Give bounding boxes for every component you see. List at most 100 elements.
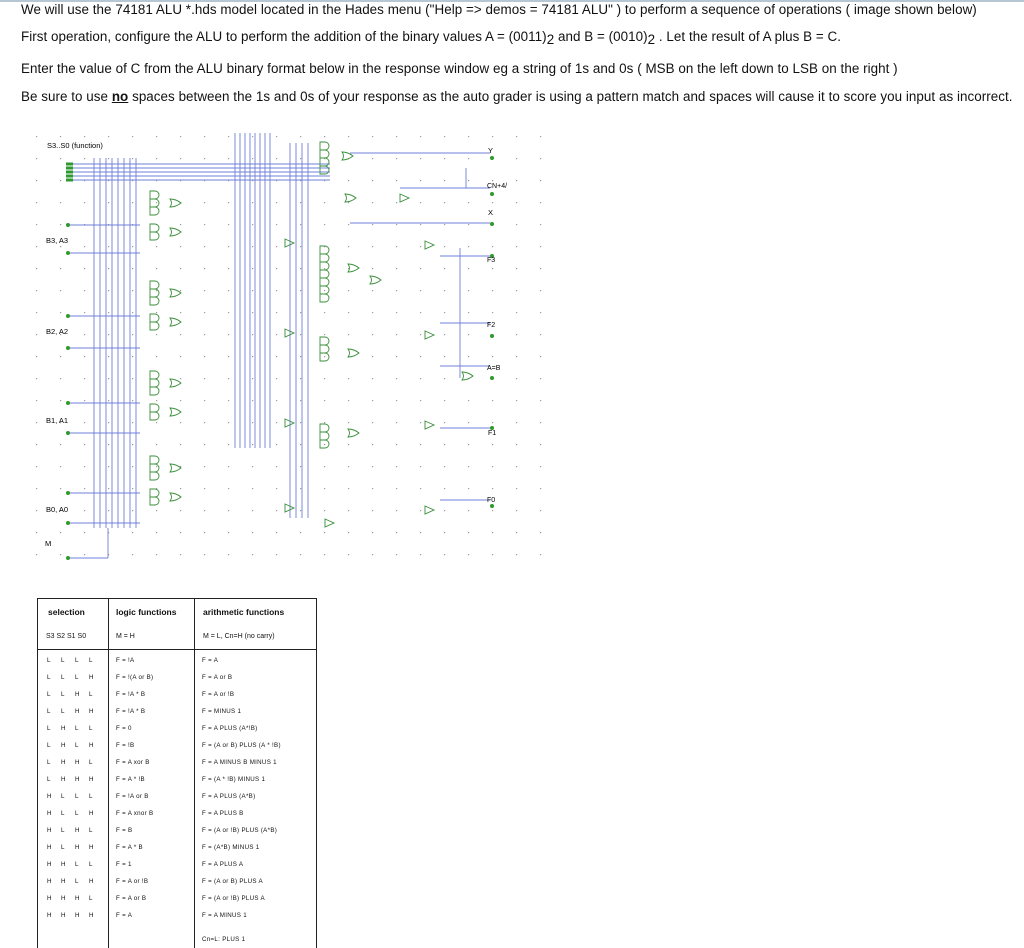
grid-dot: [36, 268, 38, 270]
grid-dot: [84, 246, 86, 248]
and-gate: [149, 370, 160, 380]
grid-dot: [84, 488, 86, 490]
grid-dot: [84, 268, 86, 270]
grid-dot: [204, 444, 206, 446]
grid-dot: [204, 290, 206, 292]
grid-dot: [156, 444, 158, 446]
grid-dot: [420, 224, 422, 226]
grid-dot: [252, 422, 254, 424]
table-row-logic: F = 0: [116, 725, 132, 732]
and-gate: [149, 231, 160, 241]
grid-dot: [36, 554, 38, 556]
grid-dot: [540, 290, 542, 292]
grid-dot: [300, 466, 302, 468]
selection-bit: L: [89, 827, 93, 834]
grid-dot: [516, 268, 518, 270]
or-gate: [169, 227, 182, 237]
table-row-logic: F = !A * B: [116, 691, 146, 698]
grid-dot: [156, 466, 158, 468]
selection-bit: H: [47, 810, 52, 817]
selection-bit: H: [61, 759, 66, 766]
grid-dot: [468, 224, 470, 226]
grid-dot: [468, 554, 470, 556]
grid-dot: [108, 356, 110, 358]
grid-dot: [396, 268, 398, 270]
label-b0-a0: B0, A0: [46, 505, 68, 514]
grid-dot: [228, 554, 230, 556]
select-input-port: [66, 174, 73, 178]
grid-dot: [468, 202, 470, 204]
grid-dot: [348, 554, 350, 556]
grid-dot: [60, 378, 62, 380]
grid-dot: [492, 312, 494, 314]
grid-dot: [132, 290, 134, 292]
selection-bit: L: [61, 810, 65, 817]
selection-bit: L: [89, 657, 93, 664]
selection-bit: H: [47, 912, 52, 919]
buffer-gate: [399, 193, 411, 203]
selection-bit: H: [75, 776, 80, 783]
buffer-gate: [284, 238, 296, 248]
grid-dot: [396, 510, 398, 512]
table-row-arith: F = A: [202, 657, 219, 664]
grid-dot: [180, 136, 182, 138]
grid-dot: [228, 378, 230, 380]
selection-bit: H: [47, 861, 52, 868]
selection-bit: H: [89, 844, 94, 851]
grid-dot: [492, 554, 494, 556]
grid-dot: [204, 312, 206, 314]
grid-dot: [516, 378, 518, 380]
subscript-base-a: 2: [546, 32, 555, 47]
grid-dot: [156, 158, 158, 160]
grid-dot: [300, 334, 302, 336]
grid-dot: [300, 378, 302, 380]
and-gate: [319, 149, 330, 159]
grid-dot: [60, 422, 62, 424]
grid-dot: [36, 488, 38, 490]
label-x: X: [488, 208, 493, 217]
table-row-arith: F = MINUS 1: [202, 708, 242, 715]
selection-bit: H: [61, 725, 66, 732]
grid-dot: [420, 400, 422, 402]
question-line-4: Be sure to use no spaces between the 1s …: [21, 89, 1013, 104]
selection-bit: L: [89, 895, 93, 902]
schematic-labels: S3..S0 (function) B3, A3 B2, A2 B1, A1 B…: [45, 141, 507, 548]
grid-dot: [60, 158, 62, 160]
grid-dot: [108, 158, 110, 160]
grid-dot: [348, 400, 350, 402]
grid-dot: [132, 246, 134, 248]
selection-bit: L: [75, 861, 79, 868]
label-f2: F2: [487, 322, 495, 329]
table-row-logic: F = A: [116, 912, 133, 919]
grid-dot: [252, 180, 254, 182]
grid-dot: [180, 466, 182, 468]
buffer-gate: [284, 503, 296, 513]
and-gate: [149, 190, 160, 200]
grid-dot: [444, 444, 446, 446]
grid-dot: [180, 180, 182, 182]
grid-dot: [108, 488, 110, 490]
grid-dot: [324, 158, 326, 160]
grid-dot: [60, 488, 62, 490]
grid-dot: [252, 378, 254, 380]
table-row-logic: F = B: [116, 827, 133, 834]
grid-dot: [324, 202, 326, 204]
table-row-arith: F = (A or !B) PLUS A: [202, 895, 265, 902]
and-gate: [149, 198, 160, 208]
grid-dot: [276, 400, 278, 402]
selection-bit: H: [75, 912, 80, 919]
and-gate: [319, 423, 330, 433]
grid-dot: [300, 136, 302, 138]
grid-dot: [324, 312, 326, 314]
grid-dot: [420, 510, 422, 512]
grid-dot: [60, 554, 62, 556]
and-gate: [319, 293, 330, 303]
grid-dot: [156, 312, 158, 314]
grid-dot: [516, 290, 518, 292]
and-gate: [319, 431, 330, 441]
and-gate: [319, 277, 330, 287]
grid-dot: [228, 312, 230, 314]
and-gate: [149, 403, 160, 413]
